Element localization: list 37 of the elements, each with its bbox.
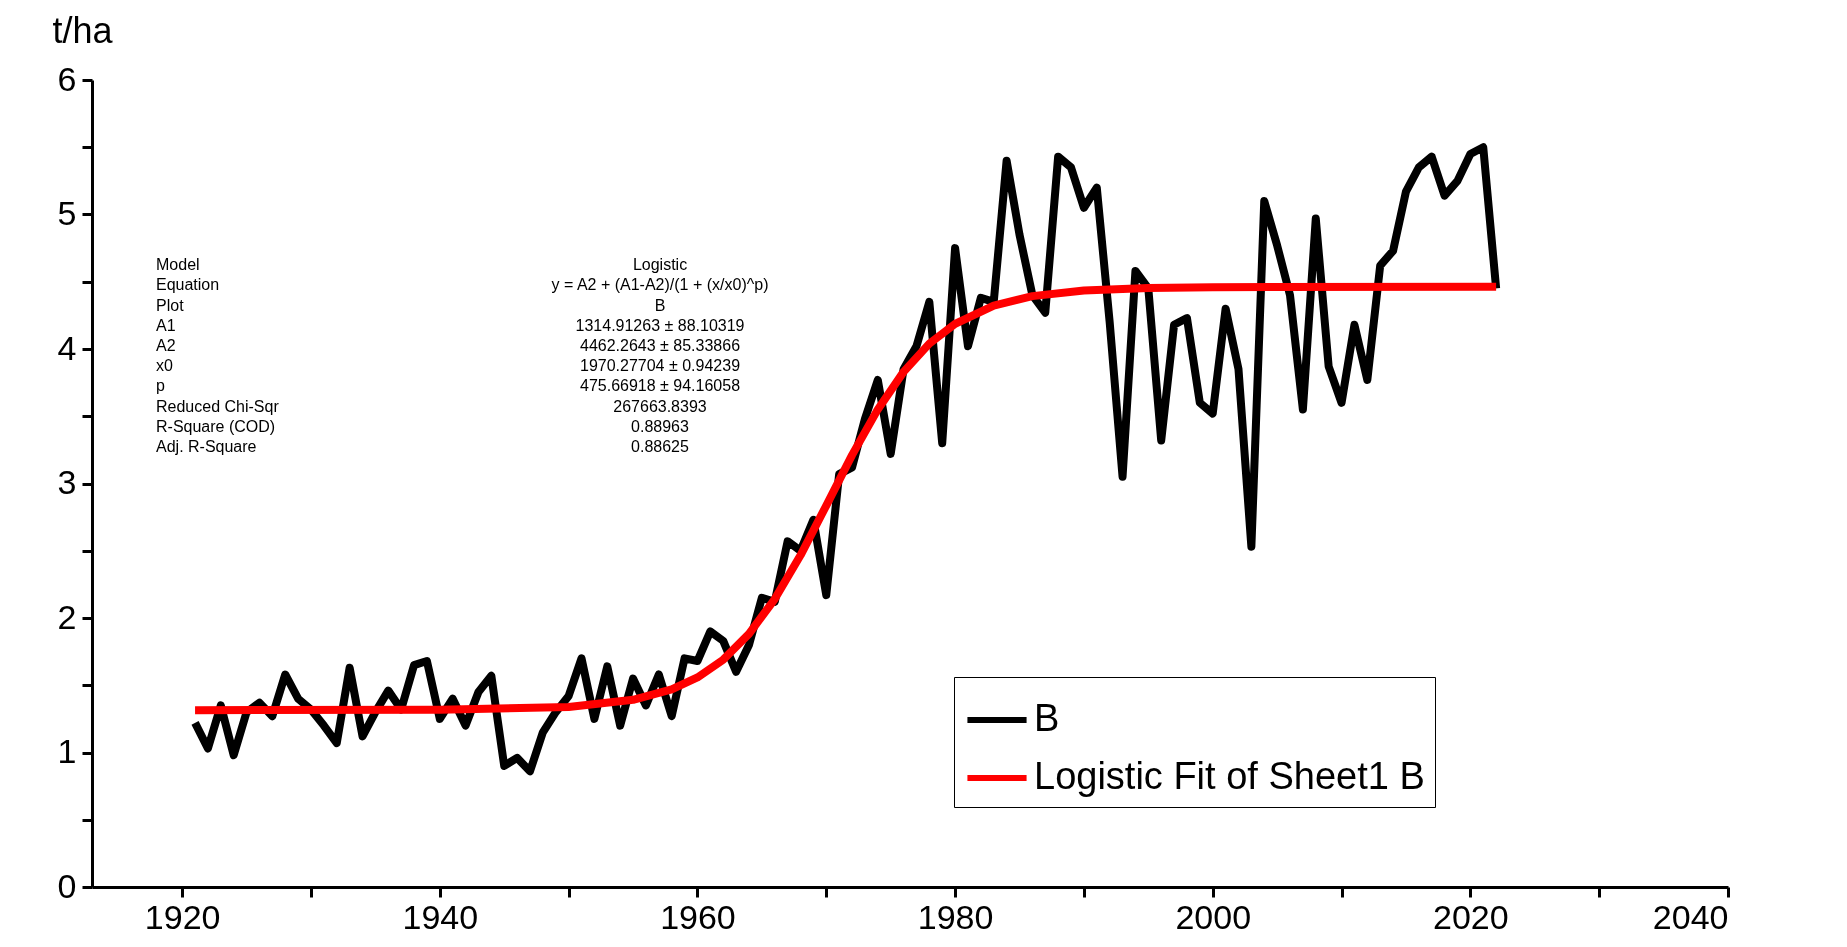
y-tick-label: 4 [57, 328, 77, 367]
annotation: R-Square (COD) [156, 417, 276, 435]
annotation: 1314.91263 ± 88.10319 [575, 316, 745, 334]
annotation: x0 [156, 357, 173, 375]
y-tick-label: 5 [57, 194, 77, 232]
x-tick-label: 1920 [144, 897, 221, 936]
annotation: 267663.8393 [613, 397, 707, 415]
y-axis-title: t/ha [52, 9, 114, 51]
annotation: Model [156, 256, 200, 274]
legend-label: Logistic Fit of Sheet1 B [1034, 755, 1425, 797]
x-tick-label: 1960 [660, 897, 736, 936]
y-tick-label: 6 [57, 59, 77, 98]
annotation: p [156, 377, 165, 395]
annotation: 475.66918 ± 94.16058 [579, 377, 741, 395]
x-tick-label: 2020 [1433, 897, 1509, 936]
annotation: Logistic [632, 256, 688, 274]
y-tick-label: 3 [57, 463, 77, 501]
annotation: Reduced Chi-Sqr [156, 397, 280, 415]
annotation: y = A2 + (A1-A2)/(1 + (x/x0)^p) [551, 276, 769, 294]
annotation: 4462.2643 ± 85.33866 [579, 336, 741, 354]
annotation: A1 [156, 316, 176, 334]
annotation: A2 [156, 336, 176, 354]
annotation: 1970.27704 ± 0.94239 [579, 357, 741, 375]
annotation: 0.88625 [631, 437, 690, 455]
annotation: Plot [156, 296, 185, 314]
annotation: B [654, 296, 666, 314]
x-tick-label: 1980 [917, 897, 994, 936]
x-tick-label: 2000 [1175, 897, 1252, 936]
y-tick-label: 1 [57, 732, 77, 770]
y-tick-label: 0 [57, 866, 77, 905]
x-tick-label: 1940 [402, 897, 479, 936]
annotation: Adj. R-Square [156, 437, 257, 455]
x-tick-label: 2040 [1652, 897, 1729, 936]
legend-label: B [1034, 697, 1060, 739]
annotation: Equation [156, 276, 220, 294]
annotation: 0.88963 [631, 417, 690, 435]
y-tick-label: 2 [57, 597, 77, 636]
